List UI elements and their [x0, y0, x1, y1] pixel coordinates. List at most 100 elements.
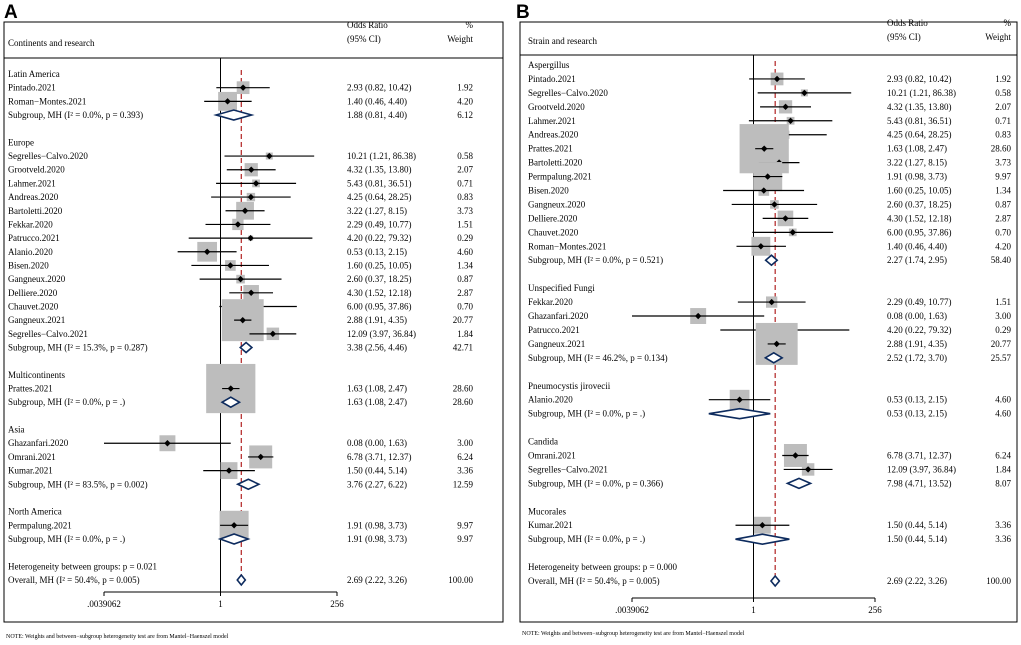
study-label: Gangneux.2020 — [528, 199, 586, 209]
odds-ratio-ci: 4.25 (0.64, 28.25) — [887, 130, 952, 140]
study-label: Gangneux.2021 — [528, 339, 585, 349]
point-estimate — [757, 243, 765, 250]
study-column-header: Continents and research — [8, 38, 95, 48]
point-estimate — [804, 466, 812, 473]
point-estimate — [771, 201, 778, 208]
subgroup-diamond — [213, 109, 255, 121]
study-label: Kumar.2021 — [528, 520, 573, 530]
odds-ratio-ci: 2.60 (0.37, 18.25) — [887, 199, 952, 209]
study-label: Segrelles−Calvo.2021 — [528, 464, 608, 474]
weight-value: 6.24 — [995, 450, 1011, 460]
odds-ratio-ci: 1.50 (0.44, 5.14) — [887, 534, 947, 544]
study-label: Pintado.2021 — [8, 83, 56, 93]
weight-value: 2.87 — [995, 213, 1011, 223]
odds-ratio-ci: 3.22 (1.27, 8.15) — [887, 158, 947, 168]
odds-ratio-ci: 1.91 (0.98, 3.73) — [347, 534, 407, 544]
group-label: North America — [8, 507, 62, 517]
study-label: Ghazanfari.2020 — [528, 311, 589, 321]
odds-ratio-ci: 1.60 (0.25, 10.05) — [347, 260, 412, 270]
point-estimate — [761, 145, 768, 152]
study-label: Alanio.2020 — [8, 247, 53, 257]
weight-value: 0.58 — [995, 88, 1011, 98]
study-label: Patrucco.2021 — [528, 325, 580, 335]
odds-ratio-ci: 3.22 (1.27, 8.15) — [347, 206, 407, 216]
odds-ratio-ci: 1.91 (0.98, 3.73) — [347, 520, 407, 530]
subgroup-diamond — [235, 478, 261, 491]
point-estimate — [247, 289, 255, 297]
point-estimate — [239, 84, 247, 91]
overall-diamond — [236, 573, 247, 587]
weight-value: 1.92 — [457, 83, 473, 93]
weight-value: 1.84 — [457, 329, 473, 339]
x-tick-label: 256 — [868, 605, 882, 615]
weight-value: 2.07 — [457, 165, 473, 175]
weight-value: 0.87 — [995, 199, 1011, 209]
study-label: Delliere.2020 — [8, 288, 58, 298]
study-label: Prattes.2021 — [8, 384, 53, 394]
weight-header: Weight — [985, 32, 1011, 42]
point-estimate — [227, 385, 234, 392]
subgroup-label: Subgroup, MH (I² = 0.0%, p = 0.366) — [528, 478, 663, 488]
point-estimate — [257, 453, 264, 461]
weight-percent-header: % — [466, 20, 474, 30]
odds-ratio-ci: 6.78 (3.71, 12.37) — [347, 452, 412, 462]
weight-value: 4.60 — [995, 395, 1011, 405]
study-label: Segrelles−Calvo.2020 — [8, 151, 88, 161]
weight-value: 0.83 — [457, 192, 473, 202]
odds-ratio-ci: 6.00 (0.95, 37.86) — [887, 227, 952, 237]
panel-frame — [3, 21, 504, 623]
odds-ratio-ci: 6.00 (0.95, 37.86) — [347, 301, 412, 311]
odds-ratio-ci: 2.52 (1.72, 3.70) — [887, 353, 947, 363]
odds-ratio-ci: 0.08 (0.00, 1.63) — [887, 311, 947, 321]
weight-value: 1.92 — [995, 74, 1011, 84]
point-estimate — [266, 152, 273, 160]
point-estimate — [247, 234, 254, 242]
point-estimate — [782, 103, 789, 111]
study-label: Ghazanfari.2020 — [8, 438, 69, 448]
odds-ratio-ci: 10.21 (1.21, 86.38) — [887, 88, 956, 98]
panel-frame — [519, 21, 1018, 623]
subgroup-label: Subgroup, MH (I² = 0.0%, p = 0.521) — [528, 255, 663, 265]
point-estimate — [239, 316, 246, 324]
odds-ratio-ci: 0.53 (0.13, 2.15) — [887, 409, 947, 419]
subgroup-label: Subgroup, MH (I² = 0.0%, p = .) — [8, 397, 125, 407]
weight-value: 8.07 — [995, 478, 1011, 488]
odds-ratio-ci: 10.21 (1.21, 86.38) — [347, 151, 416, 161]
odds-ratio-ci: 4.25 (0.64, 28.25) — [347, 192, 412, 202]
weight-value: 100.00 — [986, 576, 1011, 586]
odds-ratio-ci: 2.88 (1.91, 4.35) — [887, 339, 947, 349]
odds-ratio-ci: 1.63 (1.08, 2.47) — [887, 144, 947, 154]
weight-percent-header: % — [1004, 18, 1012, 28]
weight-value: 0.83 — [995, 130, 1011, 140]
study-label: Chauvet.2020 — [528, 227, 579, 237]
study-label: Bartoletti.2020 — [8, 206, 63, 216]
study-label: Alanio.2020 — [528, 395, 573, 405]
weight-value: 2.07 — [995, 102, 1011, 112]
group-label: Latin America — [8, 69, 60, 79]
subgroup-label: Subgroup, MH (I² = 0.0%, p = .) — [528, 534, 645, 544]
weight-value: 9.97 — [995, 172, 1011, 182]
weight-value: 1.51 — [995, 297, 1011, 307]
odds-ratio-ci: 4.32 (1.35, 13.80) — [347, 165, 412, 175]
odds-ratio-ci: 1.91 (0.98, 3.73) — [887, 172, 947, 182]
subgroup-diamond — [217, 533, 251, 545]
weight-value: 0.87 — [457, 274, 473, 284]
odds-ratio-ci: 5.43 (0.81, 36.51) — [887, 116, 952, 126]
weight-value: 4.20 — [995, 241, 1011, 251]
weight-header: Weight — [447, 34, 473, 44]
weight-value: 12.59 — [453, 479, 474, 489]
odds-ratio-ci: 2.69 (2.22, 3.26) — [887, 576, 947, 586]
weight-value: 4.60 — [457, 247, 473, 257]
point-estimate — [247, 193, 255, 201]
weight-value: 6.12 — [457, 110, 473, 120]
weight-value: 3.73 — [995, 158, 1011, 168]
weight-value: 9.97 — [457, 534, 473, 544]
x-tick-label: .0039062 — [615, 605, 649, 615]
point-estimate — [230, 522, 238, 529]
study-label: Delliere.2020 — [528, 213, 578, 223]
study-label: Bartoletti.2020 — [528, 158, 583, 168]
odds-ratio-ci: 4.20 (0.22, 79.32) — [347, 233, 412, 243]
point-estimate — [225, 467, 233, 474]
study-label: Roman−Montes.2021 — [8, 96, 86, 106]
point-estimate — [694, 312, 702, 320]
